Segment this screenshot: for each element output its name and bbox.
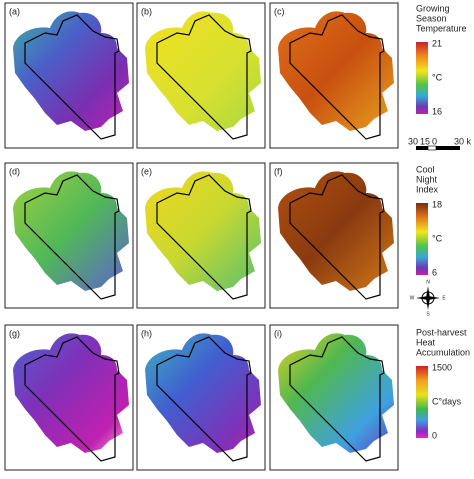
map-panel: (c)	[269, 2, 399, 149]
legend-title: Heat	[416, 337, 436, 347]
colorbar-min: 0	[432, 430, 437, 440]
colorbar	[416, 366, 428, 438]
map-panel: (g)	[4, 324, 134, 471]
scale-segment	[427, 145, 437, 151]
panel-label: (c)	[274, 6, 285, 16]
colorbar-min: 6	[432, 267, 437, 277]
map-panel: (e)	[136, 162, 266, 309]
map-panel: (h)	[136, 324, 266, 471]
legend-title: Growing	[416, 3, 450, 13]
legend-title: Season	[416, 13, 447, 23]
colorbar	[416, 203, 428, 275]
colorbar-unit: °C	[432, 72, 443, 82]
colorbar-max: 21	[432, 38, 442, 48]
map-panel: (a)	[4, 2, 134, 149]
compass: N E S W	[410, 279, 447, 317]
panel-label: (d)	[9, 166, 20, 176]
scale-segment	[416, 146, 428, 150]
legend-title: Accumulation	[416, 347, 470, 357]
colorbar-unit: °C	[432, 233, 443, 243]
panel-label: (b)	[141, 6, 152, 16]
colorbar-unit: C°days	[432, 396, 462, 406]
scale-bar: 30 15 0 30 k	[408, 136, 472, 151]
panel-label: (g)	[9, 328, 20, 338]
panel-label: (a)	[9, 6, 20, 16]
panel-label: (f)	[274, 166, 283, 176]
colorbar-min: 16	[432, 106, 442, 116]
map-panel: (i)	[269, 324, 399, 471]
panel-label: (e)	[141, 166, 152, 176]
scale-label: 0	[432, 136, 437, 146]
colorbar-max: 1500	[432, 362, 452, 372]
compass-arrows	[416, 286, 440, 310]
legend-title: Post-harvest	[416, 327, 467, 337]
scale-segment	[436, 146, 460, 150]
map-panel: (f)	[269, 162, 399, 309]
map-panel: (d)	[4, 162, 134, 309]
colorbar	[416, 42, 428, 114]
panel-label: (i)	[274, 328, 282, 338]
legend-title: Cool	[416, 164, 435, 174]
scale-label: 15	[420, 136, 430, 146]
compass-w: W	[410, 295, 415, 301]
compass-s: S	[426, 311, 430, 317]
scale-label: 30	[408, 136, 418, 146]
legend-title: Night	[416, 174, 438, 184]
colorbar-max: 18	[432, 199, 442, 209]
panel-label: (h)	[141, 328, 152, 338]
legend-title: Temperature	[416, 23, 467, 33]
compass-n: N	[426, 279, 430, 285]
scale-label: 30 k	[454, 136, 472, 146]
legend-title: Index	[416, 184, 439, 194]
compass-e: E	[442, 295, 446, 301]
map-panel: (b)	[136, 2, 266, 149]
